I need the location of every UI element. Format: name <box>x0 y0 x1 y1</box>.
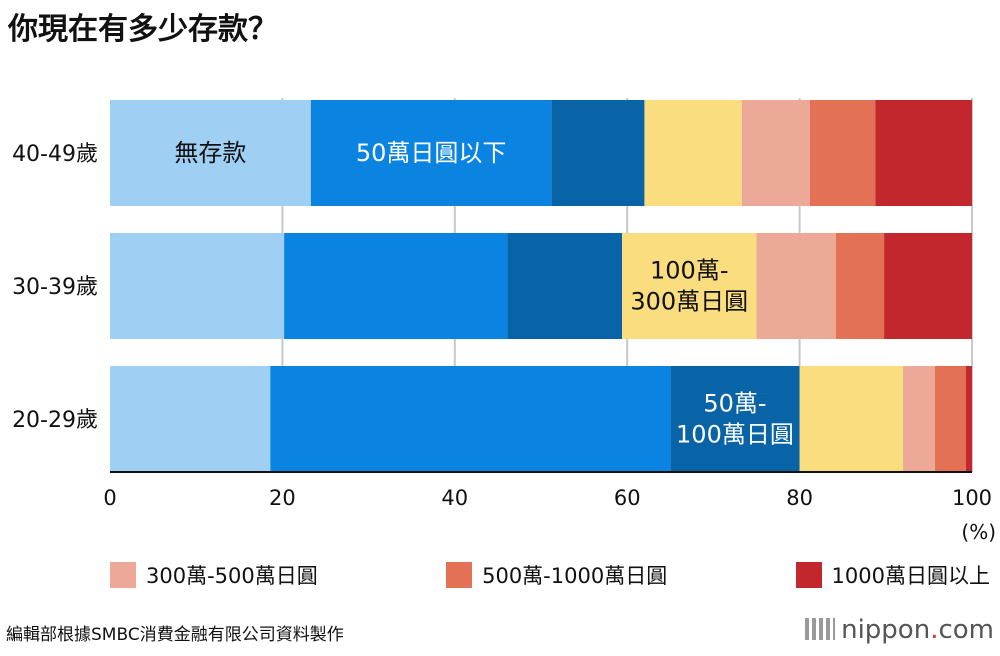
bar-segment <box>835 233 885 339</box>
bar-segment <box>507 233 623 339</box>
brand-stripes-icon <box>805 618 836 640</box>
segment-annotation: 無存款 <box>174 139 246 167</box>
unit-label: (%) <box>961 520 996 544</box>
bar-segment <box>875 100 972 206</box>
legend-label: 500萬-1000萬日圓 <box>482 564 668 588</box>
legend-item: 500萬-1000萬日圓 <box>446 560 667 590</box>
bar-segment <box>310 100 552 206</box>
bar-segment <box>903 366 935 472</box>
segment-annotation: 50萬- <box>703 390 766 418</box>
x-tick-label: 100 <box>952 486 992 510</box>
brand-dot: . <box>930 615 939 645</box>
bar-segment <box>799 366 904 472</box>
segment-annotation: 100萬- <box>650 257 728 285</box>
segment-annotation: 300萬日圓 <box>630 288 748 316</box>
chart-title: 你現在有多少存款？ <box>8 12 278 47</box>
x-tick-label: 0 <box>103 486 116 510</box>
legend-swatch <box>795 562 822 588</box>
bar-segment <box>809 100 876 206</box>
brand-suffix: com <box>938 615 994 645</box>
bar-segment <box>756 233 836 339</box>
x-tick-label: 20 <box>269 486 296 510</box>
legend-item: 300萬-500萬日圓 <box>110 560 318 590</box>
x-tick-label: 40 <box>441 486 468 510</box>
bar-segment <box>965 366 972 472</box>
stacked-bar-chart: 40-49歲 30-39歲 20-29歲 無存款 50萬日圓以下 100萬- 300萬日圓 5… <box>12 98 996 544</box>
legend-label: 1000萬日圓以上 <box>831 564 990 588</box>
bar-segment <box>110 100 311 206</box>
source-note: 編輯部根據SMBC消費金融有限公司資料製作 <box>6 625 344 645</box>
legend-item: 1000萬日圓以上 <box>795 560 990 590</box>
bar-segment <box>622 233 757 339</box>
bar-segment <box>884 233 972 339</box>
bar-segment <box>644 100 742 206</box>
segment-annotation: 100萬日圓 <box>676 421 794 449</box>
bar-segment <box>270 366 671 472</box>
bar-segment <box>110 233 285 339</box>
brand-name: nippon <box>841 615 931 645</box>
segment-annotation: 50萬日圓以下 <box>356 139 507 167</box>
bar-segment <box>110 366 271 472</box>
x-tick-label: 80 <box>786 486 813 510</box>
x-tick-label: 60 <box>614 486 641 510</box>
bar-segment <box>934 366 966 472</box>
bar-segment <box>741 100 810 206</box>
bar-segment <box>551 100 645 206</box>
legend-swatch <box>446 562 473 588</box>
category-label: 40-49歲 <box>12 142 98 167</box>
legend: 300萬-500萬日圓 500萬-1000萬日圓 1000萬日圓以上 <box>110 560 990 590</box>
legend-swatch <box>110 562 136 588</box>
nippon-logo[interactable]: nippon.com <box>805 615 994 645</box>
legend-label: 300萬-500萬日圓 <box>146 564 318 588</box>
bar-segment <box>670 366 800 472</box>
category-label: 30-39歲 <box>12 275 98 300</box>
category-label: 20-29歲 <box>12 408 98 433</box>
bar-segment <box>284 233 508 339</box>
